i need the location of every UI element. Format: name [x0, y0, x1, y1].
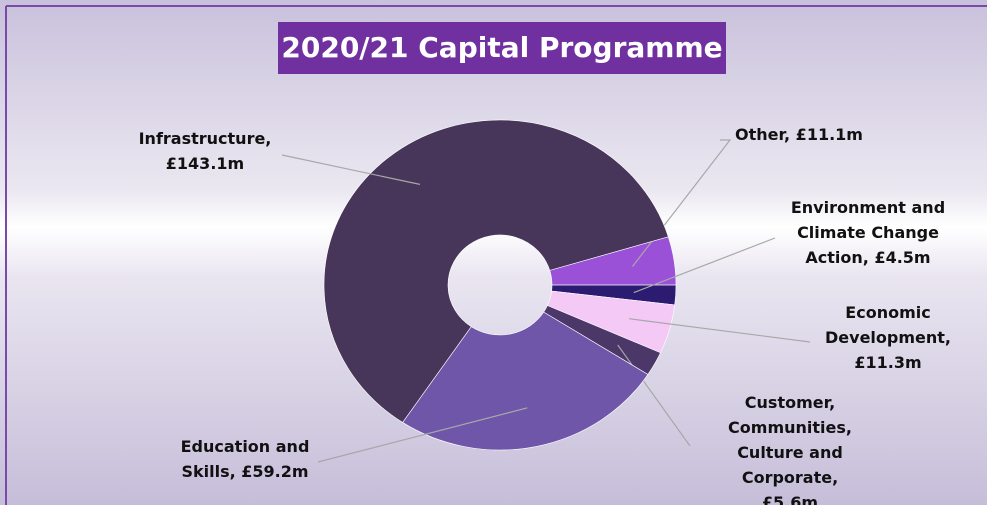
- leader-line: [281, 154, 421, 185]
- data-label-line: Climate Change: [797, 223, 939, 242]
- leader-line: [632, 139, 732, 267]
- leader-line: [633, 237, 776, 294]
- leader-line: [628, 318, 811, 343]
- chart-title: 2020/21 Capital Programme: [281, 31, 722, 64]
- data-label: Environment and Climate Change Action, £4.…: [791, 198, 945, 267]
- donut-slice: [323, 119, 669, 423]
- data-label-line: £5.6m: [762, 493, 818, 505]
- data-label-line: Development,: [825, 328, 951, 347]
- data-label-line: Action, £4.5m: [805, 248, 930, 267]
- data-label-line: Other, £11.1m: [735, 125, 863, 144]
- data-label-line: £143.1m: [166, 154, 244, 173]
- data-label-line: Culture and: [737, 443, 843, 462]
- leader-line: [317, 407, 528, 463]
- data-label-line: Customer,: [745, 393, 835, 412]
- data-label: Economic Development, £11.3m: [825, 303, 951, 372]
- data-label: Infrastructure, £143.1m: [139, 129, 272, 173]
- data-label-line: Communities,: [728, 418, 852, 437]
- data-label: Other, £11.1m: [735, 125, 863, 144]
- data-label: Education and Skills, £59.2m: [181, 437, 310, 481]
- data-label-line: Education and: [181, 437, 310, 456]
- data-label-line: Skills, £59.2m: [181, 462, 308, 481]
- data-label-line: £11.3m: [854, 353, 921, 372]
- data-label: Customer, Communities, Culture and Corporat…: [728, 393, 852, 505]
- data-label-line: Environment and: [791, 198, 945, 217]
- donut-slice: [402, 311, 649, 451]
- leader-line: [617, 344, 691, 447]
- data-label-line: Infrastructure,: [139, 129, 272, 148]
- title-box: [278, 22, 726, 74]
- data-label-line: Economic: [845, 303, 930, 322]
- data-label-line: Corporate,: [742, 468, 838, 487]
